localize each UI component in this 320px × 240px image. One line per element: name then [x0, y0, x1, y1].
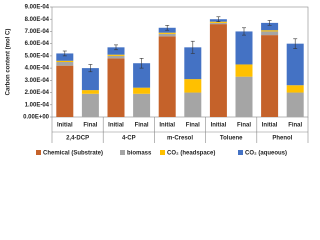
y-tick-label: 5.00E-04 — [25, 53, 50, 59]
y-tick-label: 2.00E-04 — [25, 90, 50, 96]
bar-segment — [286, 43, 304, 86]
bar-segment — [81, 68, 99, 91]
error-bar — [165, 25, 170, 31]
bar-segment — [158, 33, 176, 37]
x-tick-label: Final — [237, 123, 251, 129]
bar-segment — [286, 85, 304, 93]
y-tick-label: 0.00E+00 — [23, 115, 50, 121]
bar-segment — [235, 64, 253, 77]
bar-segment — [56, 62, 74, 66]
plot-frame — [51, 6, 309, 118]
bar-segment — [261, 22, 279, 31]
bar-segment — [184, 92, 202, 117]
legend-swatch — [238, 150, 243, 155]
error-bar — [62, 50, 67, 57]
group-label: Toluene — [220, 136, 243, 142]
y-tick-label: 4.00E-04 — [25, 66, 50, 72]
chart: Carbon content (mol C) 0.00E+00 1.00E-04 2… — [6, 5, 309, 157]
legend-label: CO₂ (aqueous) — [245, 151, 287, 157]
bar-segment — [56, 60, 74, 62]
bar-segment — [235, 31, 253, 65]
legend-label: CO₂ (headspace) — [167, 151, 215, 157]
bar-segment — [107, 55, 125, 59]
x-tick-label: Initial — [108, 123, 124, 129]
error-bar — [242, 27, 246, 36]
bar-segment — [261, 35, 279, 117]
bar-segment — [133, 87, 151, 94]
y-tick-label: 6.00E-04 — [25, 41, 50, 47]
y-tick-label: 9.00E-04 — [25, 5, 50, 11]
group-label: m-Cresol — [167, 136, 193, 142]
bar-segment — [133, 63, 151, 88]
bar-segment — [133, 93, 151, 117]
x-tick-label: Final — [83, 123, 97, 129]
bar-segment — [209, 21, 227, 23]
error-bar — [216, 16, 221, 22]
y-tick-label: 8.00E-04 — [25, 17, 50, 23]
group-label: Phenol — [272, 136, 292, 142]
error-bar — [114, 44, 118, 51]
legend-swatch — [120, 150, 125, 155]
x-tick-label: Initial — [211, 123, 227, 129]
legend-label: Chemical (Substrate) — [43, 151, 103, 157]
error-bar — [139, 58, 144, 69]
error-bar — [190, 40, 195, 54]
bar-segment — [56, 53, 74, 61]
bar-segment — [261, 31, 279, 36]
error-bar — [88, 64, 93, 73]
bar-segment — [81, 90, 99, 94]
x-tick-label: Final — [135, 123, 149, 129]
bar-segment — [209, 22, 227, 25]
error-bar — [293, 38, 298, 49]
bar-segment — [81, 93, 99, 117]
legend-swatch — [160, 150, 165, 155]
y-axis-label: Carbon content (mol C) — [6, 29, 12, 96]
error-bar — [267, 20, 272, 26]
bar-segment — [286, 92, 304, 117]
bar-segment — [209, 24, 227, 117]
x-tick-label: Initial — [159, 123, 175, 129]
bar-segment — [158, 32, 176, 34]
bar-segment — [107, 47, 125, 55]
bar-segment — [184, 47, 202, 80]
x-tick-label: Initial — [57, 123, 73, 129]
group-label: 4-CP — [122, 136, 136, 142]
x-tick-label: Final — [288, 123, 302, 129]
y-tick-label: 7.00E-04 — [25, 29, 50, 35]
legend-swatch — [36, 150, 41, 155]
x-tick-label: Final — [186, 123, 200, 129]
bar-segment — [56, 65, 74, 117]
legend-label: biomass — [127, 151, 152, 157]
bar-segment — [158, 36, 176, 118]
bar-segment — [184, 79, 202, 93]
bar-segment — [235, 76, 253, 117]
group-label: 2,4-DCP — [66, 136, 89, 142]
y-tick-label: 3.00E-04 — [25, 78, 50, 84]
bar-segment — [261, 30, 279, 32]
bar-segment — [107, 54, 125, 56]
y-tick-label: 1.00E-04 — [25, 102, 50, 108]
bar-segment — [107, 58, 125, 117]
x-tick-label: Initial — [262, 123, 278, 129]
